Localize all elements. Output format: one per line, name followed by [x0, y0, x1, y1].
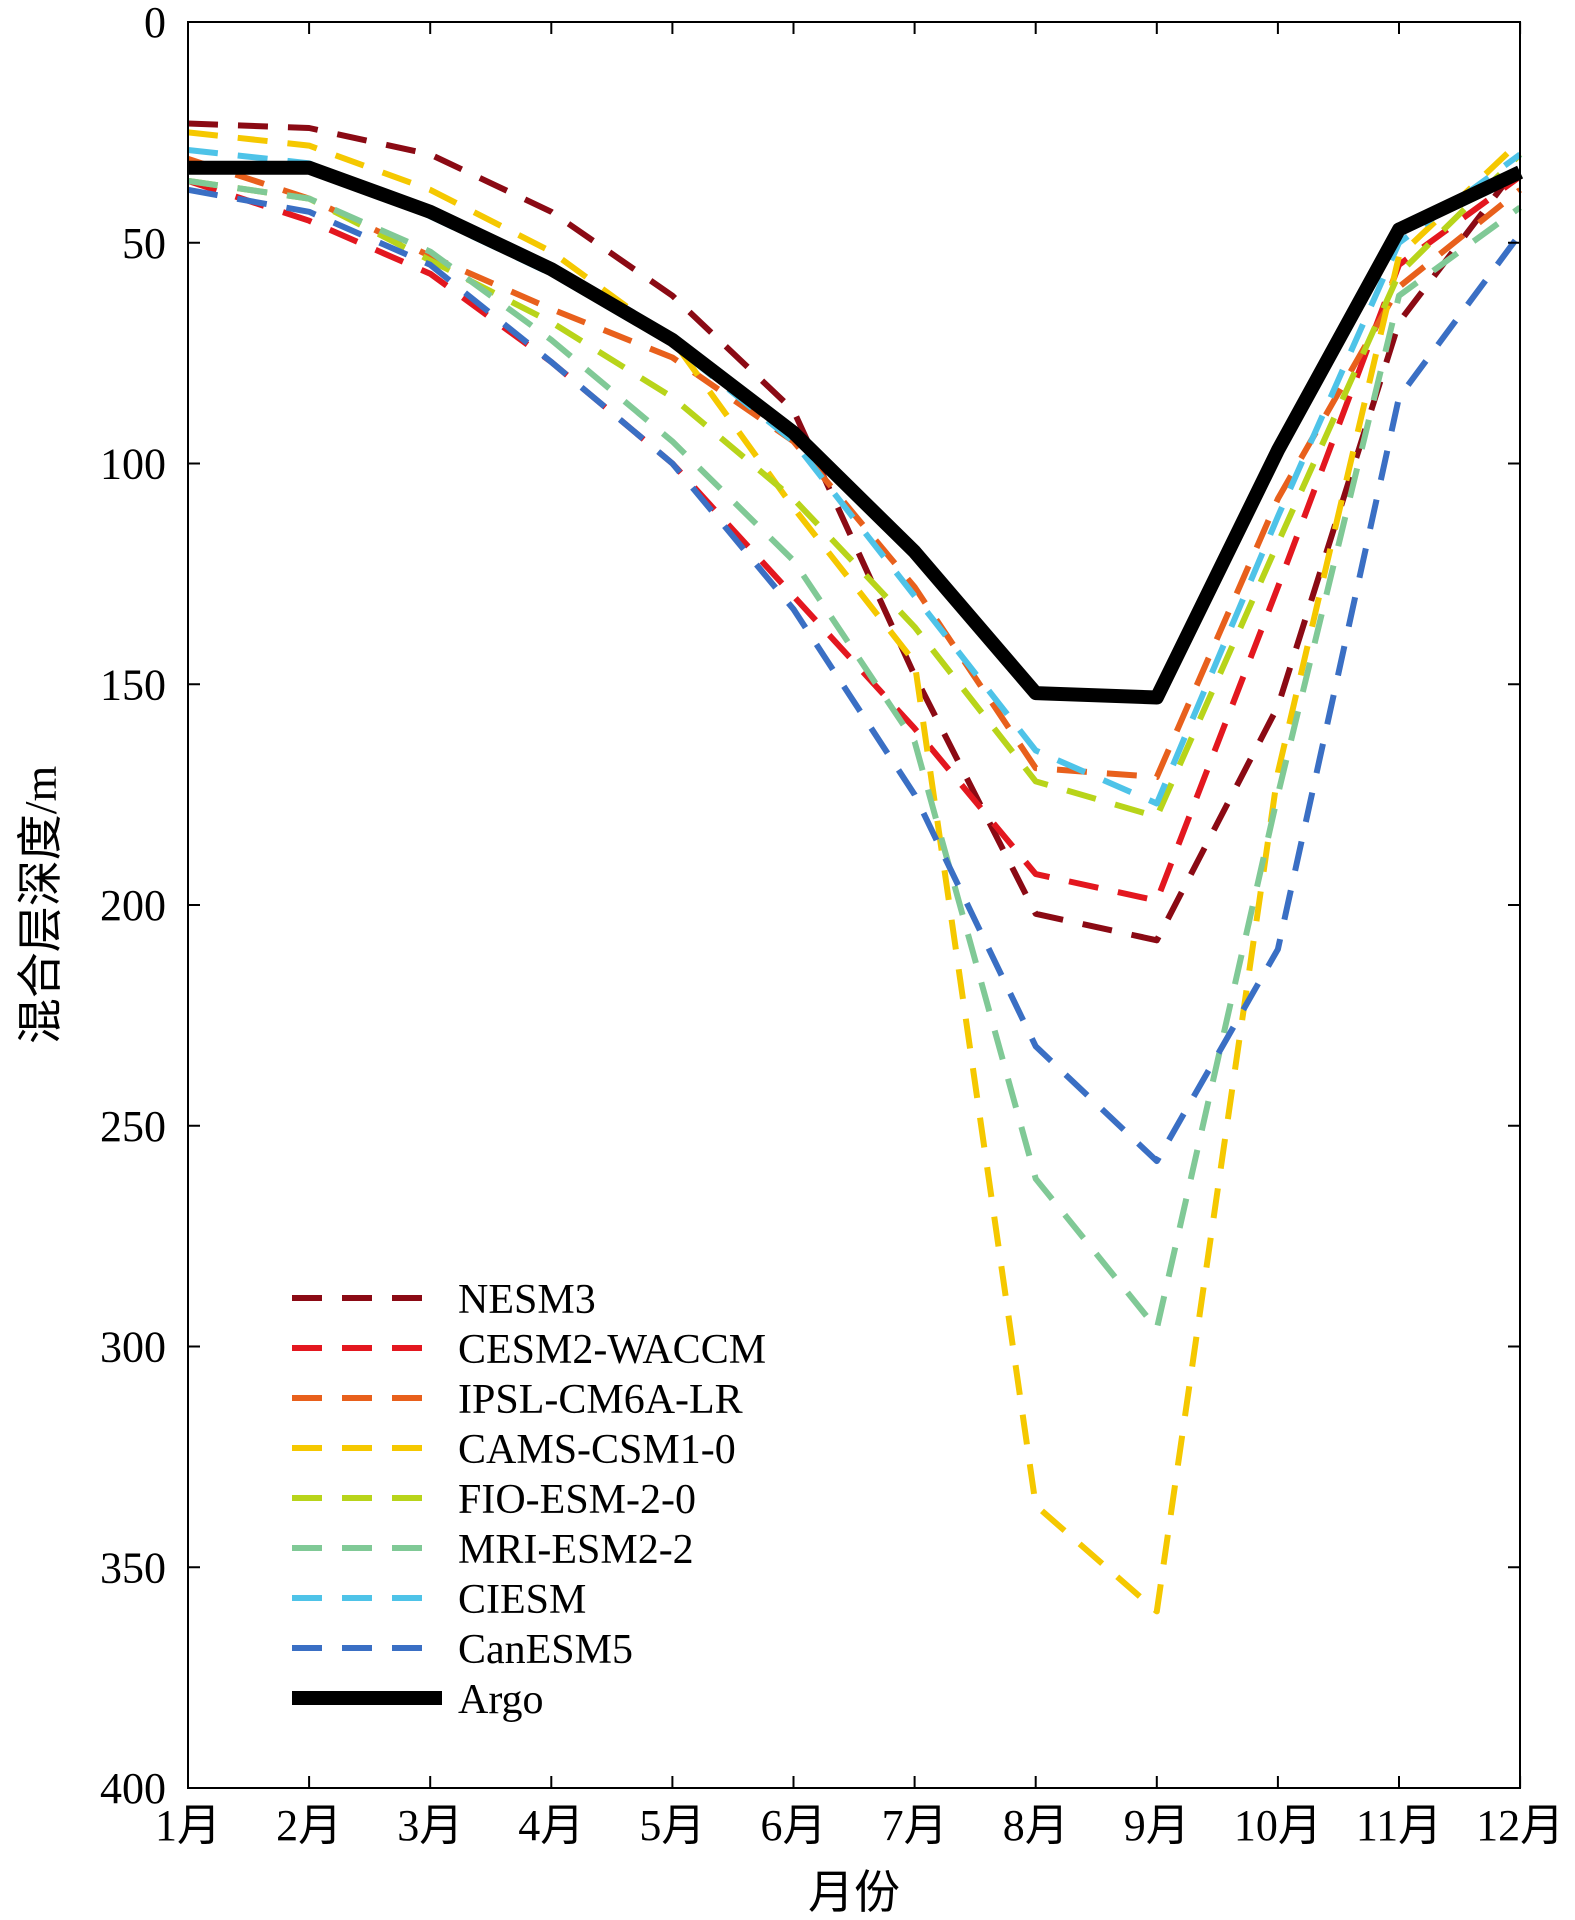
x-tick-label: 10月 — [1234, 1801, 1322, 1850]
legend-label-mri-esm2-2: MRI-ESM2-2 — [458, 1527, 694, 1573]
x-tick-label: 2月 — [276, 1801, 342, 1850]
y-tick-label: 400 — [100, 1764, 166, 1813]
x-tick-label: 3月 — [397, 1801, 463, 1850]
y-tick-label: 200 — [100, 881, 166, 930]
y-tick-label: 0 — [144, 0, 166, 47]
y-tick-label: 100 — [100, 440, 166, 489]
x-tick-label: 7月 — [882, 1801, 948, 1850]
y-tick-label: 300 — [100, 1323, 166, 1372]
x-tick-label: 6月 — [761, 1801, 827, 1850]
y-tick-label: 350 — [100, 1543, 166, 1592]
y-axis-title: 混合层深度/m — [15, 766, 66, 1045]
x-tick-label: 8月 — [1003, 1801, 1069, 1850]
x-tick-label: 5月 — [639, 1801, 705, 1850]
legend-label-cesm2-waccm: CESM2-WACCM — [458, 1327, 766, 1373]
legend-label-cams-csm1-0: CAMS-CSM1-0 — [458, 1427, 736, 1473]
legend-label-ipsl-cm6a-lr: IPSL-CM6A-LR — [458, 1377, 743, 1423]
y-tick-label: 250 — [100, 1102, 166, 1151]
legend-label-ciesm: CIESM — [458, 1577, 586, 1623]
legend-label-fio-esm-2-0: FIO-ESM-2-0 — [458, 1477, 696, 1523]
x-tick-label: 9月 — [1124, 1801, 1190, 1850]
x-tick-label: 11月 — [1356, 1801, 1442, 1850]
x-tick-label: 12月 — [1476, 1801, 1564, 1850]
y-tick-label: 150 — [100, 660, 166, 709]
legend-label-nesm3: NESM3 — [458, 1277, 596, 1323]
x-axis-title: 月份 — [808, 1867, 900, 1918]
x-tick-label: 4月 — [518, 1801, 584, 1850]
legend-label-argo: Argo — [458, 1677, 544, 1723]
legend-label-canesm5: CanESM5 — [458, 1627, 633, 1673]
y-tick-label: 50 — [122, 219, 166, 268]
